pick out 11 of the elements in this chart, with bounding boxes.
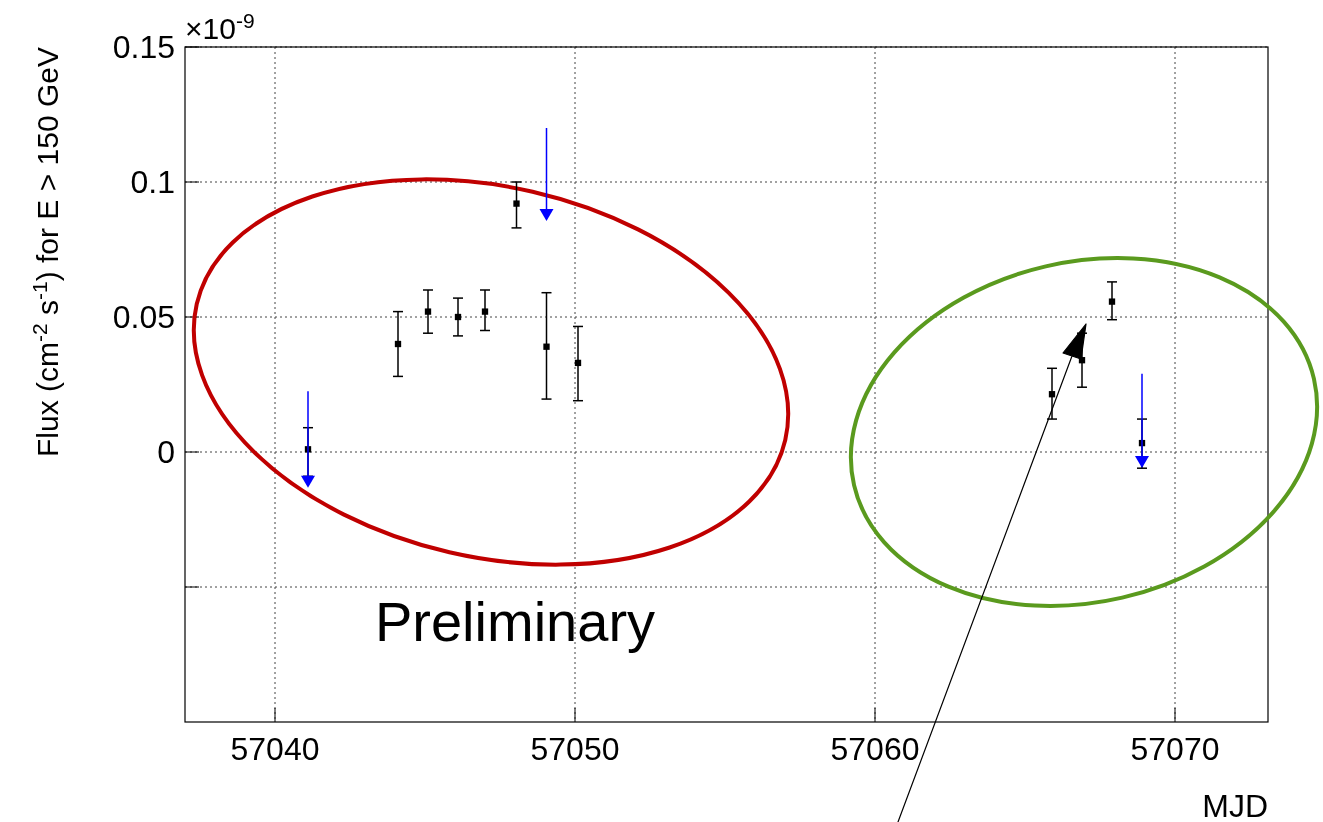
y-tick-label: 0.1 — [130, 164, 175, 200]
y-tick-label: 0.05 — [112, 299, 175, 335]
y-tick-label: 0.15 — [112, 29, 175, 65]
x-tick-label: 57050 — [530, 731, 620, 767]
y-tick-label: 0 — [157, 434, 175, 470]
annotation: Preliminary — [374, 590, 656, 653]
x-tick-label: 57060 — [830, 731, 920, 767]
text: ×10$^{-9}$ — [185, 8, 255, 45]
x-axis-title: MJD — [1202, 788, 1268, 822]
x-tick-label: 57040 — [230, 731, 320, 767]
x-tick-label: 57070 — [1130, 731, 1220, 767]
